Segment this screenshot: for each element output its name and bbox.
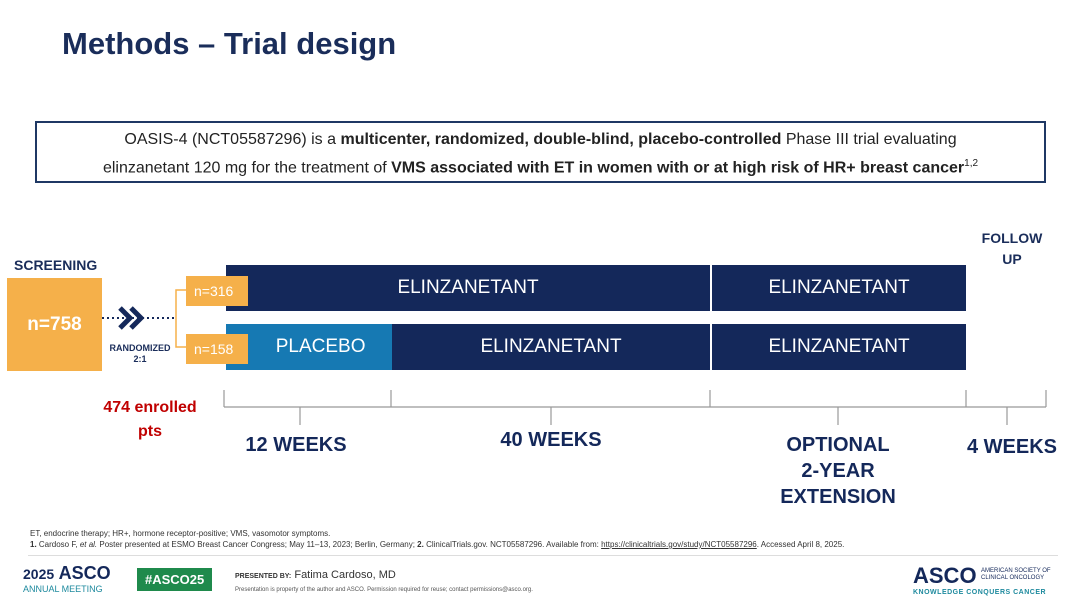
enrolled: 474 enrolled pts: [103, 396, 196, 444]
screening-box: n=758: [7, 278, 102, 371]
randomized-line: 2:1: [133, 354, 147, 364]
notice: Presentation is property of the author a…: [235, 587, 533, 593]
randomized: RANDOMIZED 2:1: [110, 343, 171, 365]
period-line: EXTENSION: [780, 486, 896, 508]
follow-up: FOLLOW UP: [982, 228, 1043, 270]
arm-n: n=158: [186, 334, 248, 364]
society: AMERICAN SOCIETY OF CLINICAL ONCOLOGY: [981, 568, 1051, 582]
arm-text: ELINZANETANT: [768, 277, 910, 298]
footer-rule: [28, 555, 1058, 556]
enrolled-line: 474 enrolled: [103, 399, 197, 416]
tagline: KNOWLEDGE CONQUERS CANCER: [913, 589, 1047, 596]
presenter: Fatima Cardoso, MD: [294, 569, 396, 581]
reference-text: et al.: [79, 540, 98, 549]
presenter-line: PRESENTED BY: Fatima Cardoso, MD: [235, 569, 396, 581]
meeting-year: 2025: [23, 566, 55, 582]
summary-text: Phase III trial evaluating: [781, 131, 957, 148]
presented-by: PRESENTED BY:: [235, 573, 292, 580]
summary-box: OASIS-4 (NCT05587296) is a multicenter, …: [35, 121, 1046, 183]
arm-text: ELINZANETANT: [397, 277, 539, 298]
meeting-logo: 2025 ASCO ANNUAL MEETING: [23, 563, 111, 596]
bracket: [175, 289, 186, 348]
summary-text: elinzanetant 120 mg for the treatment of: [102, 159, 392, 177]
arm-n: n=316: [186, 276, 248, 306]
society-line: CLINICAL ONCOLOGY: [981, 575, 1045, 581]
reference-text: . Accessed April 8, 2025.: [756, 540, 845, 549]
summary-text: VMS associated with ET in women with or …: [391, 159, 965, 177]
summary-text: multicenter, randomized, double-blind, p…: [340, 131, 782, 148]
asco-logo: ASCO AMERICAN SOCIETY OF CLINICAL ONCOLOG…: [913, 563, 1051, 596]
arm-bar: ELINZANETANT: [712, 265, 966, 311]
reference-text[interactable]: https://clinicaltrials.gov/study/NCT0558…: [601, 540, 757, 549]
period-line: OPTIONAL: [786, 434, 890, 456]
reference-text: 2.: [417, 540, 424, 549]
period-label: 40 WEEKS: [500, 429, 602, 451]
title: Methods – Trial design: [62, 26, 397, 61]
arm-bar: ELINZANETANT: [392, 324, 710, 370]
chevron: [118, 306, 145, 330]
reference-text: Cardoso F,: [36, 540, 80, 549]
meeting-name: ANNUAL MEETING: [23, 584, 103, 594]
reference-text: Poster presented at ESMO Breast Cancer C…: [97, 540, 418, 549]
screening-n: n=758: [27, 314, 82, 335]
footnote: ET, endocrine therapy; HR+, hormone rece…: [30, 529, 331, 538]
randomized-line: RANDOMIZED: [109, 343, 171, 353]
arm-text: ELINZANETANT: [480, 336, 622, 357]
arm-bar: PLACEBO: [226, 324, 392, 370]
summary-line: elinzanetant 120 mg for the treatment of…: [37, 152, 1044, 180]
arm-bar: ELINZANETANT: [226, 265, 710, 311]
follow-up-line: UP: [1002, 251, 1022, 267]
society-line: AMERICAN SOCIETY OF: [981, 568, 1051, 574]
summary-text: OASIS-4 (NCT05587296) is a: [124, 131, 341, 148]
summary-line: OASIS-4 (NCT05587296) is a multicenter, …: [37, 128, 1044, 152]
meeting-brand: ASCO: [58, 563, 111, 583]
hashtag: #ASCO25: [137, 568, 213, 591]
arm-text: ELINZANETANT: [768, 336, 910, 357]
follow-up-line: FOLLOW: [981, 230, 1043, 246]
screening-label: SCREENING: [14, 257, 98, 273]
footnote-references: 1. Cardoso F, et al. Poster presented at…: [30, 540, 844, 549]
superscript: 1,2: [964, 158, 979, 169]
period-brackets: [223, 390, 1047, 425]
reference-text: 1.: [30, 540, 37, 549]
period-line: 2-YEAR: [801, 460, 875, 482]
period-label: 4 WEEKS: [966, 436, 1058, 458]
period-label: OPTIONAL 2-YEAR EXTENSION: [780, 432, 896, 510]
arm-bar: ELINZANETANT: [712, 324, 966, 370]
enrolled-line: pts: [138, 423, 162, 440]
logo-text: ASCO: [913, 563, 977, 588]
period-label: 12 WEEKS: [245, 434, 347, 456]
arm-text: PLACEBO: [275, 336, 366, 357]
reference-text: ClinicalTrials.gov. NCT05587296. Availab…: [423, 540, 602, 549]
